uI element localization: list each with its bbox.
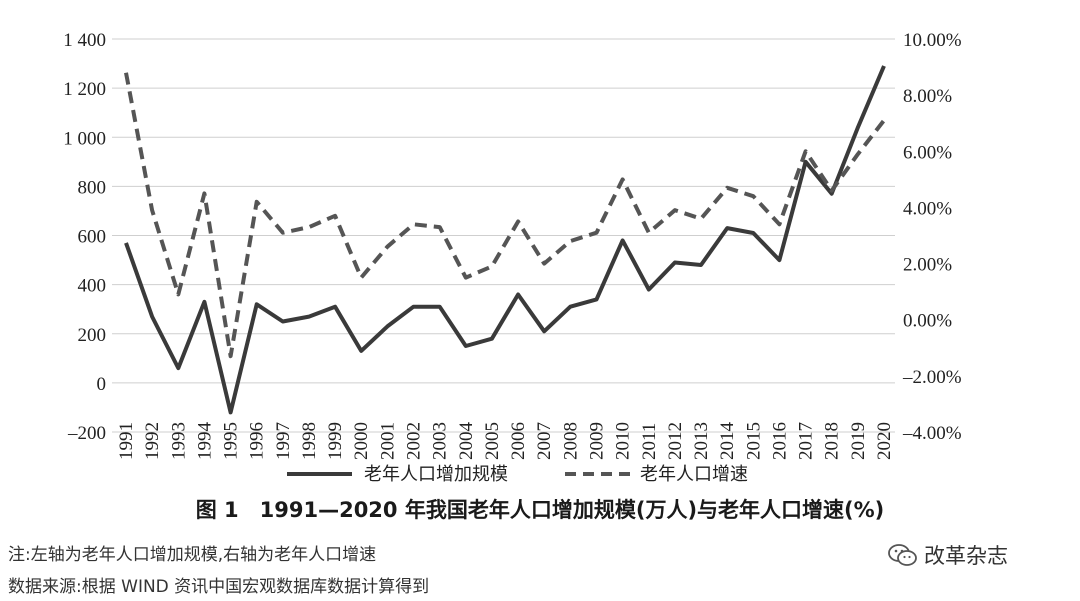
- x-tick-label: 2017: [796, 422, 817, 460]
- left-tick-label: 1 000: [63, 128, 106, 149]
- x-tick-label: 2007: [534, 422, 555, 460]
- right-tick-label: 4.00%: [903, 198, 952, 219]
- watermark-text: 改革杂志: [924, 544, 1008, 568]
- left-tick-label: 400: [78, 276, 107, 297]
- left-tick-label: 1 400: [63, 30, 106, 51]
- gridlines: [112, 38, 895, 433]
- x-tick-label: 2006: [508, 422, 529, 460]
- right-tick-label: 2.00%: [903, 255, 952, 276]
- x-axis-ticks: 1991 1992 1993 1994 1995 1996 1997 1998 1999 2000…: [116, 422, 895, 461]
- right-tick-label: –4.00%: [902, 423, 962, 444]
- left-tick-label: –200: [67, 423, 106, 444]
- legend-label-rate: 老年人口增速: [640, 464, 748, 485]
- series-group: [124, 65, 886, 415]
- left-tick-label: 0: [97, 374, 107, 395]
- wechat-icon: [888, 544, 917, 566]
- left-tick-label: 200: [78, 325, 107, 346]
- right-tick-label: 6.00%: [903, 142, 952, 163]
- note-axes: 注:左轴为老年人口增加规模,右轴为老年人口增速: [8, 545, 377, 565]
- legend-label-scale: 老年人口增加规模: [364, 464, 508, 485]
- x-tick-label: 1993: [168, 422, 189, 460]
- x-tick-label: 2016: [769, 422, 790, 460]
- x-tick-label: 1998: [299, 422, 320, 460]
- x-tick-label: 2005: [482, 422, 503, 460]
- left-tick-label: 800: [78, 177, 107, 198]
- left-tick-label: 1 200: [63, 79, 106, 100]
- x-tick-label: 1997: [273, 422, 294, 460]
- x-tick-label: 2010: [613, 422, 634, 460]
- x-tick-label: 2013: [691, 422, 712, 460]
- legend: 老年人口增加规模 老年人口增速: [287, 464, 748, 485]
- note-source: 数据来源:根据 WIND 资讯中国宏观数据库数据计算得到: [8, 577, 430, 597]
- series-line-scale: [124, 65, 886, 415]
- x-tick-label: 1992: [142, 422, 163, 460]
- right-axis-ticks: 10.00% 8.00% 6.00% 4.00% 2.00% 0.00% –2.00% –4.…: [902, 30, 962, 444]
- x-tick-label: 2004: [456, 422, 477, 461]
- x-tick-label: 1994: [194, 422, 215, 461]
- x-tick-label: 2015: [743, 422, 764, 460]
- x-tick-label: 2002: [404, 422, 425, 460]
- right-tick-label: 0.00%: [903, 311, 952, 332]
- right-tick-label: 8.00%: [903, 86, 952, 107]
- figure-caption: 图 1 1991—2020 年我国老年人口增加规模(万人)与老年人口增速(%): [195, 498, 885, 522]
- left-axis-ticks: 1 400 1 200 1 000 800 600 400 200 0 –200: [63, 30, 106, 444]
- x-tick-label: 2012: [665, 422, 686, 460]
- x-tick-label: 1991: [116, 422, 137, 460]
- x-tick-label: 1999: [325, 422, 346, 460]
- x-tick-label: 2008: [560, 422, 581, 460]
- x-tick-label: 2009: [586, 422, 607, 460]
- series-line-rate: [124, 72, 886, 359]
- x-tick-label: 2019: [848, 422, 869, 460]
- left-tick-label: 600: [78, 227, 107, 248]
- right-tick-label: 10.00%: [903, 30, 962, 51]
- x-tick-label: 2014: [717, 422, 738, 461]
- x-tick-label: 2011: [639, 423, 660, 460]
- right-tick-label: –2.00%: [902, 367, 962, 388]
- x-tick-label: 2001: [377, 422, 398, 460]
- x-tick-label: 1995: [221, 422, 242, 460]
- watermark: 改革杂志: [888, 540, 1008, 570]
- x-tick-label: 2000: [351, 422, 372, 460]
- x-tick-label: 2003: [430, 422, 451, 460]
- x-tick-label: 2020: [874, 422, 895, 460]
- x-tick-label: 2018: [822, 422, 843, 460]
- x-tick-label: 1996: [247, 422, 268, 460]
